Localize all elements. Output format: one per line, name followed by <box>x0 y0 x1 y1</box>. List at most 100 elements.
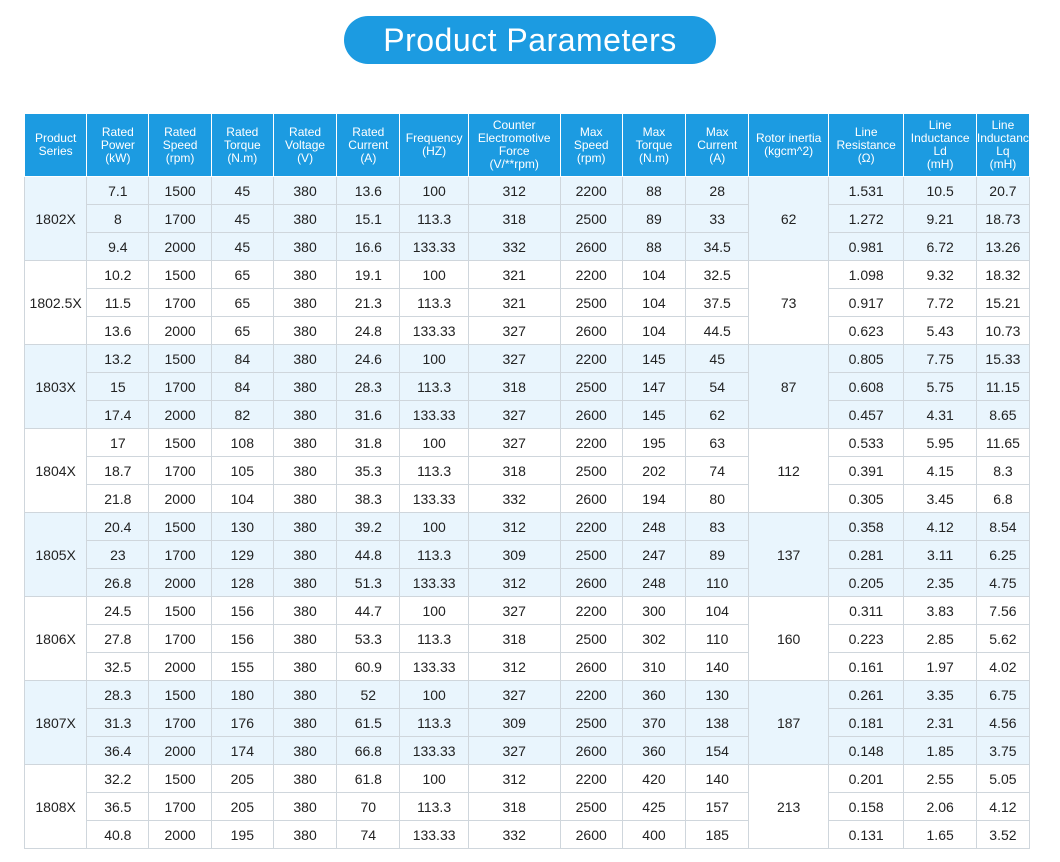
value-cell: 247 <box>621 540 687 569</box>
value-cell: 24.8 <box>336 316 401 345</box>
header-row: Product Series Rated Power (kW) Rated Spee… <box>23 113 1036 177</box>
value-cell: 1.97 <box>903 652 977 681</box>
value-cell: 82 <box>210 400 274 429</box>
value-cell: 1500 <box>148 428 212 457</box>
value-cell: 4.31 <box>903 400 977 429</box>
value-cell: 1500 <box>148 176 212 205</box>
value-cell: 5.95 <box>903 428 977 457</box>
value-cell: 140 <box>685 764 750 793</box>
value-cell: 318 <box>467 204 561 233</box>
value-cell: 380 <box>272 288 338 317</box>
value-cell: 89 <box>685 540 750 569</box>
table-row: 26.8 2000 128 380 51.3 133.33 312 2600 248 110 0.2… <box>25 568 1031 597</box>
value-cell: 2000 <box>148 316 212 345</box>
value-cell: 327 <box>467 428 561 457</box>
value-cell: 44.5 <box>685 316 750 345</box>
value-cell: 18.32 <box>975 260 1031 289</box>
value-cell: 128 <box>210 568 274 597</box>
value-cell: 38.3 <box>336 484 401 513</box>
value-cell: 0.181 <box>827 708 905 737</box>
value-cell: 380 <box>272 456 338 485</box>
series-cell: 1804X <box>23 428 88 513</box>
value-cell: 157 <box>685 792 750 821</box>
value-cell: 1.65 <box>903 820 977 849</box>
value-cell: 6.75 <box>975 680 1031 709</box>
value-cell: 380 <box>272 792 338 821</box>
series-cell: 1808X <box>23 764 88 849</box>
value-cell: 105 <box>210 456 274 485</box>
value-cell: 2000 <box>148 736 212 765</box>
value-cell: 380 <box>272 820 338 849</box>
value-cell: 7.75 <box>903 344 977 373</box>
table-row: 1805X 20.4 1500 130 380 39.2 100 312 2200 248 83 13… <box>23 512 1031 597</box>
value-cell: 15 <box>86 372 150 401</box>
value-cell: 1500 <box>148 344 212 373</box>
value-cell: 3.35 <box>903 680 977 709</box>
value-cell: 1700 <box>148 708 212 737</box>
value-cell: 1700 <box>148 624 212 653</box>
series-cell: 1806X <box>23 596 88 681</box>
value-cell: 88 <box>621 232 687 261</box>
value-cell: 18.7 <box>86 456 150 485</box>
value-cell: 83 <box>685 512 750 541</box>
value-cell: 195 <box>621 428 687 457</box>
value-cell: 380 <box>272 596 338 625</box>
value-cell: 0.608 <box>827 372 905 401</box>
value-cell: 2600 <box>559 400 623 429</box>
value-cell: 2200 <box>559 596 623 625</box>
value-cell: 11.65 <box>975 428 1031 457</box>
value-cell: 28.3 <box>336 372 401 401</box>
value-cell: 5.75 <box>903 372 977 401</box>
value-cell: 321 <box>467 260 561 289</box>
value-cell: 2600 <box>559 484 623 513</box>
table-row: 21.8 2000 104 380 38.3 133.33 332 2600 194 80 0.30… <box>25 484 1031 513</box>
value-cell: 8.54 <box>975 512 1031 541</box>
value-cell: 63 <box>685 428 750 457</box>
value-cell: 0.131 <box>827 820 905 849</box>
value-cell: 2.35 <box>903 568 977 597</box>
value-cell: 133.33 <box>399 652 469 681</box>
value-cell: 100 <box>399 680 469 709</box>
table-row: 31.3 1700 176 380 61.5 113.3 309 2500 370 138 0.18… <box>25 708 1031 737</box>
value-cell: 318 <box>467 624 561 653</box>
value-cell: 2500 <box>559 456 623 485</box>
value-cell: 4.15 <box>903 456 977 485</box>
column-header: Max Speed (rpm) <box>559 113 623 177</box>
value-cell: 332 <box>467 484 561 513</box>
value-cell: 5.43 <box>903 316 977 345</box>
value-cell: 380 <box>272 260 338 289</box>
value-cell: 2600 <box>559 652 623 681</box>
value-cell: 113.3 <box>399 204 469 233</box>
value-cell: 309 <box>467 540 561 569</box>
value-cell: 110 <box>685 568 750 597</box>
value-cell: 2600 <box>559 232 623 261</box>
value-cell: 54 <box>685 372 750 401</box>
value-cell: 2600 <box>559 316 623 345</box>
value-cell: 16.6 <box>336 232 401 261</box>
value-cell: 113.3 <box>399 792 469 821</box>
table-row: 23 1700 129 380 44.8 113.3 309 2500 247 89 0.281 3.… <box>25 540 1031 569</box>
value-cell: 113.3 <box>399 708 469 737</box>
value-cell: 8.3 <box>975 456 1031 485</box>
value-cell: 21.3 <box>336 288 401 317</box>
value-cell: 9.32 <box>903 260 977 289</box>
value-cell: 0.201 <box>827 764 905 793</box>
value-cell: 155 <box>210 652 274 681</box>
value-cell: 13.6 <box>336 176 401 205</box>
value-cell: 380 <box>272 568 338 597</box>
value-cell: 80 <box>685 484 750 513</box>
column-header: Rotor inertia (kgcm^2) <box>748 113 829 177</box>
value-cell: 2600 <box>559 568 623 597</box>
column-header: Rated Power (kW) <box>86 113 150 177</box>
value-cell: 8.65 <box>975 400 1031 429</box>
value-cell: 100 <box>399 344 469 373</box>
value-cell: 180 <box>210 680 274 709</box>
value-cell: 45 <box>210 232 274 261</box>
value-cell: 312 <box>467 652 561 681</box>
value-cell: 65 <box>210 316 274 345</box>
value-cell: 300 <box>621 596 687 625</box>
value-cell: 1700 <box>148 540 212 569</box>
value-cell: 2500 <box>559 540 623 569</box>
value-cell: 62 <box>685 400 750 429</box>
table-row: 32.5 2000 155 380 60.9 133.33 312 2600 310 140 0.1… <box>25 652 1031 681</box>
